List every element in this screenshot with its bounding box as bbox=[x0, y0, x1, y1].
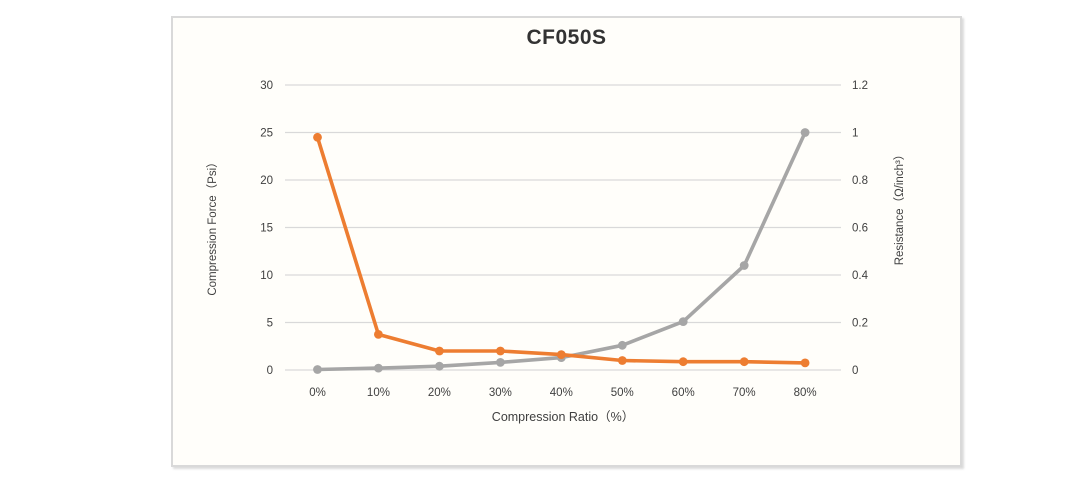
left-axis-tick-label: 5 bbox=[267, 318, 273, 330]
data-point-marker bbox=[313, 365, 322, 374]
right-axis-title: Resistance（Ω/inch³） bbox=[894, 148, 906, 266]
chart-card: CF050S 0 5 10 15 20 25 30 0 0.2 0.4 0.6 0.8 1 1.2 0% 10… bbox=[171, 16, 962, 467]
right-axis-tick-label: 1.2 bbox=[852, 80, 868, 92]
left-axis-tick-label: 15 bbox=[260, 223, 273, 235]
category-label: 60% bbox=[672, 387, 695, 399]
category-label: 20% bbox=[428, 387, 451, 399]
data-point-marker bbox=[617, 356, 627, 365]
left-axis-tick-label: 30 bbox=[260, 80, 273, 92]
left-axis-tick-label: 20 bbox=[260, 175, 273, 187]
category-label: 70% bbox=[733, 387, 756, 399]
data-point-marker bbox=[739, 357, 749, 367]
data-point-marker bbox=[313, 132, 322, 142]
x-axis-title: Compression Ratio（%） bbox=[491, 410, 635, 424]
plot-svg: 0 5 10 15 20 25 30 0 0.2 0.4 0.6 0.8 1 1.2 0% 10% 20% 30%… bbox=[260, 80, 869, 399]
left-axis-title: Compression Force（Psi） bbox=[207, 156, 219, 296]
left-axis-tick-label: 10 bbox=[260, 270, 273, 282]
right-axis-tick-label: 0.6 bbox=[852, 223, 868, 235]
category-label: 40% bbox=[550, 387, 573, 399]
data-point-marker bbox=[374, 330, 383, 339]
data-point-marker bbox=[496, 346, 505, 356]
data-point-marker bbox=[435, 361, 444, 371]
category-label: 50% bbox=[611, 387, 634, 399]
right-axis-tick-label: 0.2 bbox=[852, 318, 868, 330]
chart-title: CF050S bbox=[526, 26, 607, 49]
data-point-marker bbox=[556, 350, 566, 359]
data-point-marker bbox=[739, 261, 749, 270]
category-label: 10% bbox=[367, 387, 390, 399]
series-line bbox=[315, 130, 807, 372]
series-resistance bbox=[313, 132, 810, 368]
data-point-marker bbox=[435, 346, 444, 356]
data-point-marker bbox=[496, 358, 505, 367]
category-label: 0% bbox=[309, 387, 326, 399]
gridlines bbox=[285, 84, 841, 371]
data-point-marker bbox=[800, 128, 810, 137]
left-axis-tick-labels: 0 5 10 15 20 25 30 bbox=[260, 80, 273, 377]
data-point-marker bbox=[678, 357, 688, 367]
left-axis-tick-label: 25 bbox=[260, 128, 273, 140]
right-axis-tick-label: 0.8 bbox=[852, 175, 868, 187]
right-axis-tick-labels: 0 0.2 0.4 0.6 0.8 1 1.2 bbox=[852, 80, 869, 377]
left-axis-tick-label: 0 bbox=[267, 365, 273, 377]
data-point-marker bbox=[800, 358, 810, 368]
right-axis-tick-label: 0 bbox=[852, 365, 858, 377]
right-axis-tick-label: 1 bbox=[852, 128, 858, 140]
data-point-marker bbox=[374, 363, 383, 373]
right-axis-tick-label: 0.4 bbox=[852, 270, 869, 282]
category-label: 30% bbox=[489, 387, 512, 399]
category-labels: 0% 10% 20% 30% 40% 50% 60% 70% 80% bbox=[309, 387, 816, 399]
series-line bbox=[315, 135, 807, 365]
data-point-marker bbox=[678, 317, 688, 326]
category-label: 80% bbox=[794, 387, 817, 399]
data-point-marker bbox=[617, 340, 627, 350]
